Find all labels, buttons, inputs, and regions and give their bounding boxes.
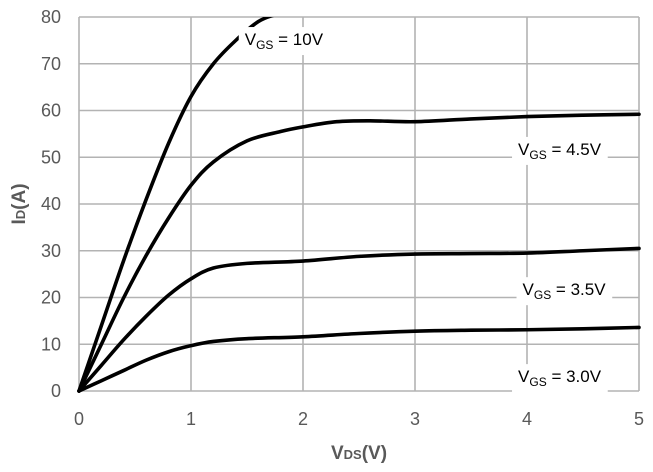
x-tick-label: 2 (298, 409, 308, 429)
y-axis-ticks: 0 10 20 30 40 50 60 70 80 (41, 7, 61, 401)
y-tick-label: 40 (41, 194, 61, 214)
y-tick-label: 30 (41, 241, 61, 261)
y-tick-label: 0 (51, 381, 61, 401)
svg-text:VGS = 3.0V: VGS = 3.0V (518, 367, 602, 389)
x-tick-label: 1 (186, 409, 196, 429)
curve-labels: VGS = 10V VGS = 4.5V VGS = 3.5V VGS = 3.0V (238, 27, 613, 393)
curve-label: VGS = 10V (238, 27, 330, 56)
curve-vgs-3-0v (77, 325, 641, 393)
curves (77, 17, 641, 393)
svg-text:VGS = 10V: VGS = 10V (245, 30, 324, 52)
curve-vgs-4-5v (77, 112, 641, 393)
y-tick-label: 10 (41, 334, 61, 354)
x-tick-label: 0 (74, 409, 84, 429)
curve-label: VGS = 4.5V (512, 136, 608, 165)
x-tick-label: 5 (634, 409, 644, 429)
x-tick-label: 4 (522, 409, 532, 429)
y-tick-label: 50 (41, 147, 61, 167)
y-tick-label: 60 (41, 101, 61, 121)
curve-label: VGS = 3.0V (512, 364, 608, 393)
x-axis-title: VDS(V) (331, 443, 387, 464)
y-tick-label: 70 (41, 54, 61, 74)
svg-text:VGS = 3.5V: VGS = 3.5V (523, 280, 607, 302)
curve-label: VGS = 3.5V (516, 277, 613, 306)
y-tick-label: 20 (41, 288, 61, 308)
x-tick-label: 3 (410, 409, 420, 429)
y-tick-label: 80 (41, 7, 61, 27)
curve-vgs-3-5v (77, 246, 641, 393)
x-axis-ticks: 0 1 2 3 4 5 (74, 409, 644, 429)
y-axis-title: ID(A) (9, 183, 30, 224)
svg-text:VGS = 4.5V: VGS = 4.5V (518, 140, 602, 162)
